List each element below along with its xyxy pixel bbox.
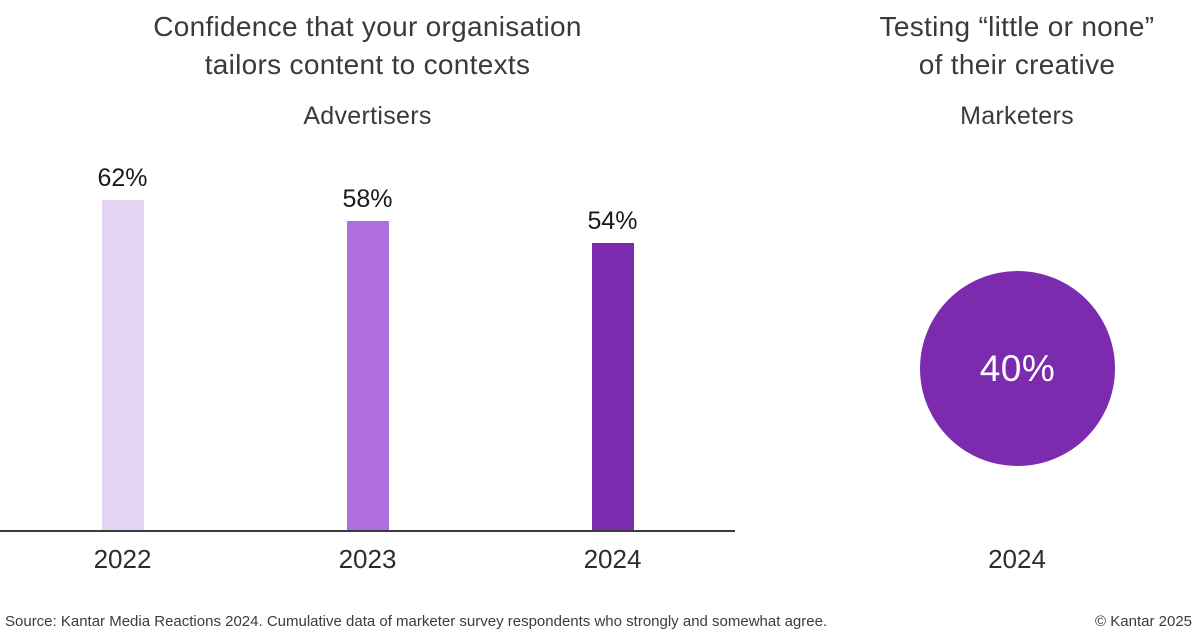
bar-value-label-2024: 54% [587,207,638,235]
left-chart-title-line1: Confidence that your organisation [153,11,582,42]
right-chart-title-line1: Testing “little or none” [879,11,1155,42]
bar-2024 [591,243,634,530]
advertisers-bar-chart-panel: Confidence that your organisation tailor… [0,8,735,574]
source-note: Source: Kantar Media Reactions 2024. Cum… [5,613,828,630]
bar-category-label-2022: 2022 [93,544,152,574]
bar-category-label-2024: 2024 [583,544,642,574]
bar-2023 [346,221,389,530]
copyright-note: © Kantar 2025 [1095,613,1192,630]
circle-year-label: 2024 [988,544,1046,574]
left-chart-title: Confidence that your organisation tailor… [0,8,735,84]
marketers-circle-panel: Testing “little or none” of their creati… [817,0,1200,600]
bar-category-label-2023: 2023 [338,544,397,574]
right-chart-title-line2: of their creative [918,49,1116,80]
right-chart-subtitle: Marketers [960,102,1074,130]
left-chart-subtitle: Advertisers [303,102,432,130]
kpi-circle: 40% [920,271,1115,466]
bar-2022 [101,200,144,530]
left-chart-title-line2: tailors content to contexts [204,49,531,80]
right-chart-title: Testing “little or none” of their creati… [817,8,1200,84]
bar-value-label-2023: 58% [342,185,393,213]
bar-plot: 62% 2022 58% 2023 54% 2024 [0,164,735,574]
bar-value-label-2022: 62% [97,164,148,192]
kpi-circle-value: 40% [979,347,1056,389]
x-axis-line [0,530,735,532]
